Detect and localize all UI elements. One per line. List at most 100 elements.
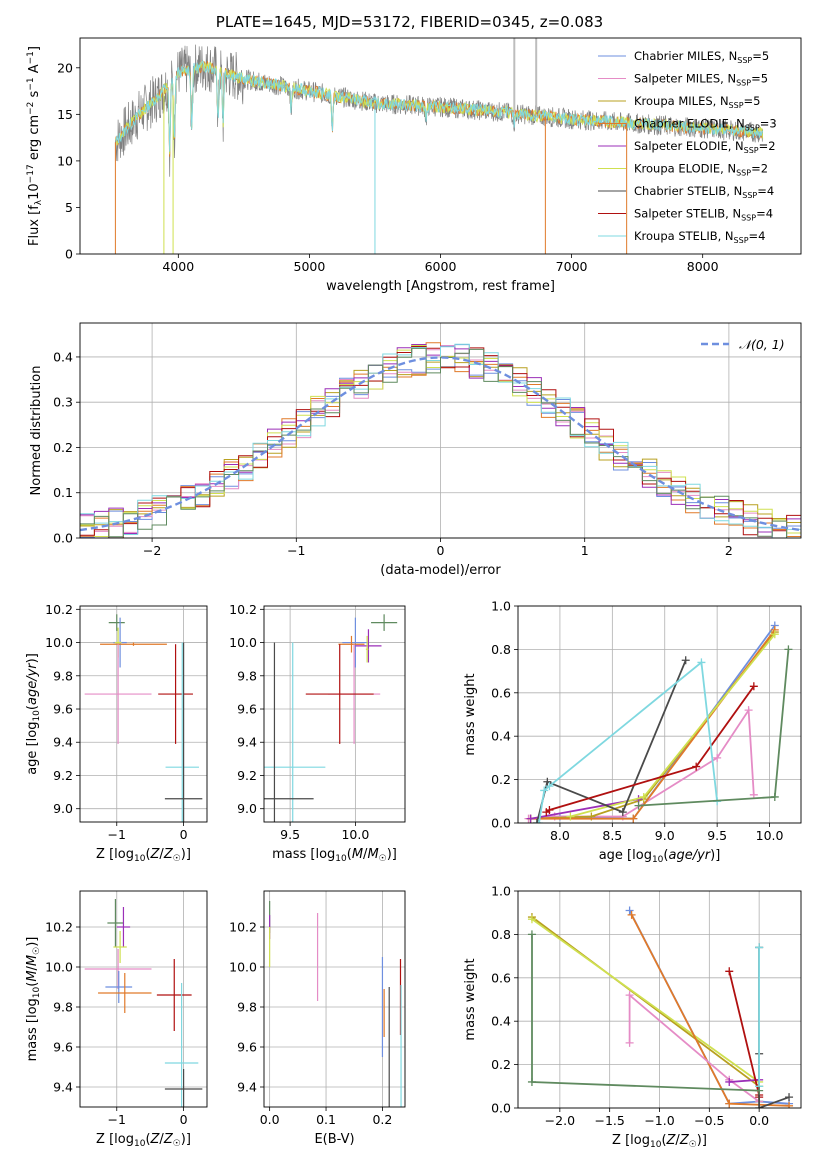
weight-line-salpeter-stelib [545, 685, 755, 813]
y-tick-label: 10 [57, 153, 73, 168]
weight-marker [725, 1077, 734, 1086]
y-tick-label: 1.0 [491, 599, 511, 614]
plot-area [524, 621, 793, 823]
y-tick-label: 9.2 [53, 768, 73, 783]
panel-spectrum: 4000 5000 6000 7000 8000 0 5 10 15 20 Chabrier MIL… [26, 37, 802, 294]
weight-marker [527, 930, 536, 939]
weight-marker [744, 706, 753, 715]
weight-marker [785, 1093, 794, 1102]
y-tick-label: 0.2 [53, 440, 73, 455]
weight-line-salpeter-miles [528, 707, 755, 820]
panel-weight-vs-Z: −2.0 −1.5 −1.0 −0.5 0.0 0.0 0.2 0.4 0.6 0.8 1.0 Z [… [463, 884, 802, 1150]
weight-marker [625, 906, 634, 915]
y-tick-label: 9.0 [53, 801, 73, 816]
y-tick-label: 9.8 [237, 668, 257, 683]
legend-label: Salpeter MILES, NSSP=5 [634, 72, 768, 88]
x-tick-label: 0 [437, 543, 445, 558]
weight-marker [618, 808, 627, 817]
y-tick-label: 0.2 [491, 772, 511, 787]
legend-label: Chabrier ELODIE, NSSP=3 [634, 117, 777, 133]
y-axis-label: Normed distribution [29, 366, 44, 496]
weight-line-chabrier-stelib [536, 659, 687, 823]
weight-marker [540, 786, 549, 795]
weight-line-kroupa-elodie [570, 633, 776, 818]
y-tick-label: 20 [57, 60, 73, 75]
x-tick-label: 8000 [687, 259, 719, 274]
legend-label: Kroupa MILES, NSSP=5 [634, 94, 760, 110]
y-tick-label: 0.4 [53, 349, 73, 364]
y-tick-label: 0.3 [53, 395, 73, 410]
y-axis-label: age [log10(age/yr)] [25, 653, 42, 775]
weight-marker [784, 645, 793, 654]
weight-marker [755, 1104, 764, 1108]
weight-marker [545, 782, 554, 791]
y-tick-label: 9.6 [237, 702, 257, 717]
y-tick-label: 10.0 [45, 960, 73, 975]
y-tick-label: 0.0 [53, 531, 73, 546]
weight-marker [532, 819, 541, 823]
weight-marker [527, 915, 536, 924]
plot-area [84, 614, 203, 822]
x-axis-label: Z [log10(Z/Z☉)] [96, 847, 191, 864]
y-tick-label: 9.4 [53, 1080, 73, 1095]
x-tick-label: −1.0 [644, 1113, 674, 1128]
panel-age-vs-Z: −1 0 9.0 9.2 9.4 9.6 9.8 10.0 10.2 Z [log10(Z/Z☉)… [25, 602, 208, 864]
weight-line-salpeter-elodie [729, 1078, 760, 1083]
legend-label: Chabrier MILES, NSSP=5 [634, 49, 769, 65]
y-tick-label: 0.8 [491, 927, 511, 942]
model-line-kroupa-stelib [115, 59, 764, 152]
y-tick-label: 9.4 [237, 1080, 257, 1095]
histogram-kroupa-stelib [80, 343, 801, 538]
x-tick-label: 9.5 [280, 827, 300, 842]
y-tick-label: 9.6 [53, 702, 73, 717]
plot-area [264, 614, 398, 822]
plot-area [269, 901, 402, 1107]
y-tick-label: 9.8 [237, 1000, 257, 1015]
weight-marker [749, 682, 758, 691]
legend-label: Kroupa STELIB, NSSP=4 [634, 229, 765, 245]
weight-line-chabrier-stelib [758, 947, 790, 1108]
x-axis-label: E(B-V) [314, 1132, 354, 1147]
weight-marker [697, 658, 706, 667]
y-tick-label: 10.0 [45, 635, 73, 650]
x-axis-label: wavelength [Angstrom, rest frame] [326, 279, 555, 294]
weight-line-salpeter-stelib [728, 971, 760, 1098]
x-tick-label: 10.0 [341, 827, 369, 842]
panel-age-vs-mass: 9.5 10.0 9.0 9.2 9.4 9.6 9.8 10.0 10.2 mass [log1… [229, 602, 406, 864]
y-tick-label: 9.8 [53, 668, 73, 683]
x-tick-label: 0.0 [260, 1112, 280, 1127]
weight-marker [527, 1077, 536, 1086]
y-tick-label: 5 [65, 200, 73, 215]
figure-title: PLATE=1645, MJD=53172, FIBERID=0345, z=0… [215, 13, 604, 31]
x-tick-label: −0.5 [694, 1113, 724, 1128]
y-tick-label: 9.6 [237, 1040, 257, 1055]
histogram-salpeter-miles [80, 345, 801, 538]
weight-marker [713, 753, 722, 762]
y-tick-label: 0.8 [491, 642, 511, 657]
weight-marker [755, 1086, 764, 1095]
panel-residual-histogram: −2 −1 0 1 2 0.0 0.1 0.2 0.3 0.4 𝒩(0, 1) (data-model… [29, 322, 802, 578]
x-tick-label: 8.5 [602, 828, 622, 843]
weight-marker [629, 814, 638, 823]
plot-area [80, 342, 801, 538]
weight-marker [526, 814, 535, 823]
x-axis-label: age [log10(age/yr)] [599, 848, 721, 865]
x-tick-label: 8.0 [550, 828, 570, 843]
weight-marker [725, 1099, 734, 1108]
y-tick-label: 9.0 [237, 801, 257, 816]
axes-frame [517, 605, 802, 824]
y-tick-label: 0.1 [53, 485, 73, 500]
x-tick-label: 0 [180, 827, 188, 842]
x-tick-label: −2.0 [545, 1113, 575, 1128]
weight-marker [681, 656, 690, 665]
y-tick-label: 0.0 [491, 1101, 511, 1116]
x-tick-label: 10.0 [756, 828, 784, 843]
legend-label: Salpeter ELODIE, NSSP=2 [634, 139, 776, 155]
legend-label: Salpeter STELIB, NSSP=4 [634, 207, 773, 223]
axes-frame [79, 890, 208, 1108]
y-tick-label: 9.2 [237, 768, 257, 783]
x-tick-label: 1 [581, 543, 589, 558]
legend-label: Kroupa ELODIE, NSSP=2 [634, 162, 768, 178]
